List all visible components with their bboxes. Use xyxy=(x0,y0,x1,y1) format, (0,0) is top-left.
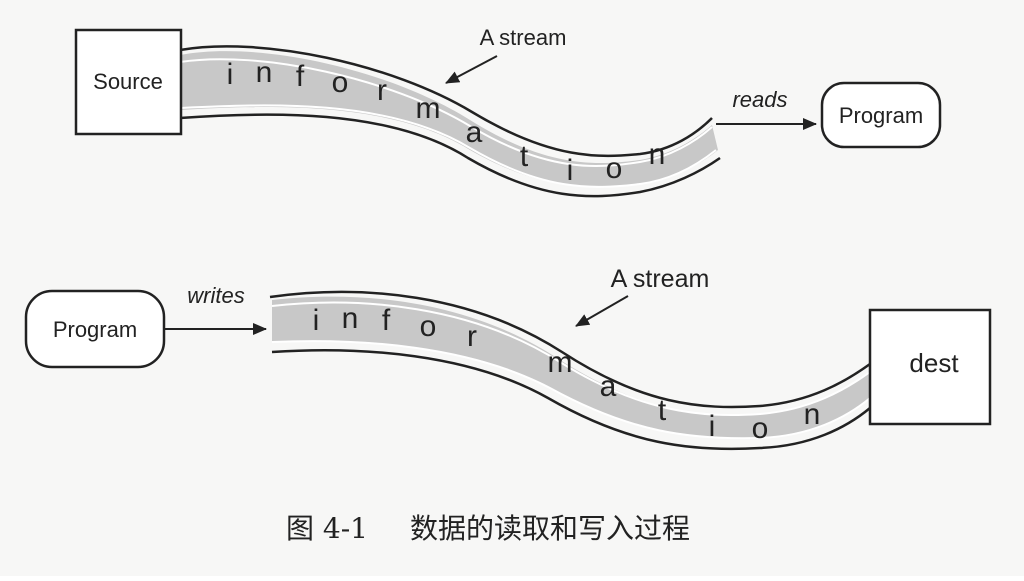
top-program-box xyxy=(820,81,942,149)
bottom-stream-letter: i xyxy=(709,410,716,443)
top-stream-outer-bottom-edge xyxy=(179,113,721,198)
bottom-stream-letter: m xyxy=(548,346,573,379)
top-stream-letter: i xyxy=(227,58,234,91)
top-program-label: Program xyxy=(839,103,923,128)
top-stream-letter: n xyxy=(649,138,666,171)
bottom-stream-outer-top-edge xyxy=(269,290,871,409)
bottom-stream-letter: n xyxy=(804,398,821,431)
top-stream-letter: r xyxy=(377,74,387,107)
top-stream-outer-top-edge xyxy=(179,45,713,158)
source-label: Source xyxy=(93,69,163,94)
dest-label: dest xyxy=(909,348,959,378)
dest-box xyxy=(868,308,992,426)
top-stream-letter: i xyxy=(567,154,574,187)
bottom-stream-letter: t xyxy=(658,394,667,427)
bottom-stream-letter: r xyxy=(467,320,477,353)
top-stream-pointer-arrow xyxy=(445,55,498,84)
top-stream-letter: m xyxy=(416,92,441,125)
bottom-stream-letter: n xyxy=(342,302,359,335)
top-stream-letter: o xyxy=(606,152,623,185)
writes-label: writes xyxy=(187,283,244,308)
caption-figure-number: 图 4-1 xyxy=(286,512,368,545)
bottom-stream-letter: o xyxy=(752,412,769,445)
bottom-stream-band xyxy=(269,290,871,451)
bottom-stream-inner-bottom-edge xyxy=(271,340,871,440)
bottom-stream-letter: o xyxy=(420,310,437,343)
top-stream-inner-bottom-edge xyxy=(179,104,717,188)
top-stream-fill xyxy=(180,51,718,187)
bottom-program-label: Program xyxy=(53,317,137,342)
top-stream-label: A stream xyxy=(480,25,567,50)
top-stream-letter: t xyxy=(520,140,529,173)
bottom-program-box xyxy=(24,289,166,369)
bottom-stream-inner-top-edge xyxy=(271,301,871,416)
top-stream-letter: a xyxy=(466,116,483,149)
top-stream-inner-top-edge xyxy=(179,58,713,167)
bottom-stream-letter: i xyxy=(313,304,320,337)
bottom-stream-letter: f xyxy=(382,304,391,337)
top-stream-letter: n xyxy=(256,56,273,89)
top-stream-band xyxy=(179,45,721,198)
reads-label: reads xyxy=(732,87,787,112)
caption-text: 数据的读取和写入过程 xyxy=(410,512,690,545)
bottom-stream-outer-bottom-edge xyxy=(271,349,871,451)
top-stream-letter: f xyxy=(296,60,305,93)
figure-caption: 图 4-1 数据的读取和写入过程 xyxy=(286,512,690,545)
top-stream-letter: o xyxy=(332,66,349,99)
bottom-stream-pointer-arrow xyxy=(575,295,629,327)
source-box xyxy=(74,28,183,136)
bottom-stream-label: A stream xyxy=(611,265,710,293)
bottom-stream-letter: a xyxy=(600,370,617,403)
